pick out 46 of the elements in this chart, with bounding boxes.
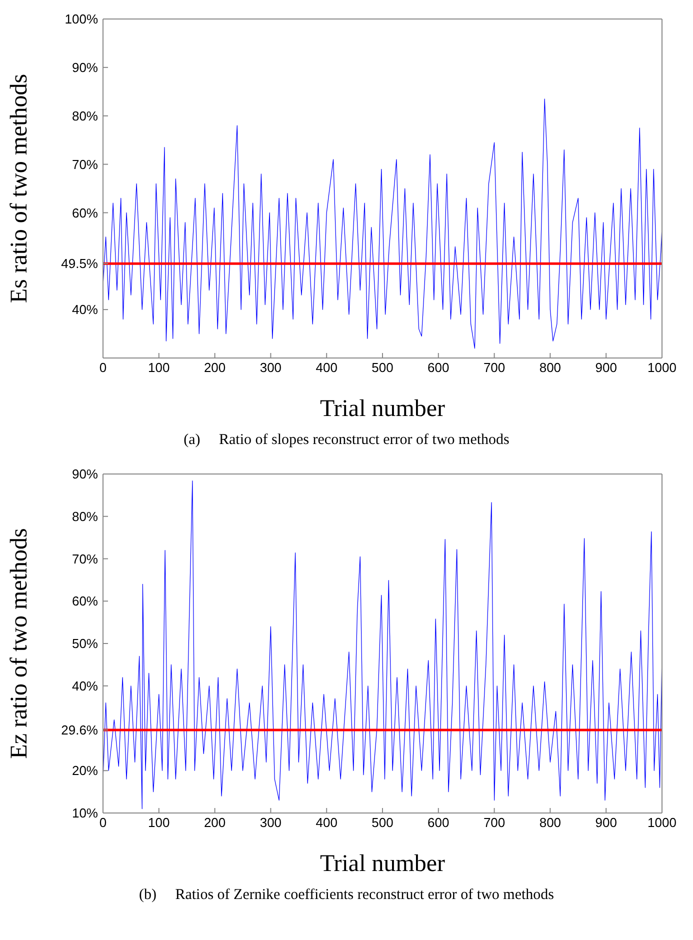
- y-tick-label: 49.5%: [61, 256, 98, 272]
- x-axis-title: Trial number: [320, 851, 446, 877]
- y-tick-label: 90%: [72, 60, 98, 76]
- y-tick-label: 60%: [72, 205, 98, 220]
- x-tick-label: 300: [260, 815, 282, 830]
- y-tick-label: 90%: [72, 466, 98, 482]
- x-tick-label: 300: [260, 360, 282, 376]
- x-tick-label: 1000: [648, 360, 676, 376]
- x-tick-label: 0: [99, 815, 107, 830]
- x-tick-label: 900: [595, 360, 617, 376]
- y-tick-label: 20%: [72, 763, 98, 778]
- y-tick-label: 100%: [64, 12, 98, 27]
- text: (a) Ratio of slopes reconstruct error of two methods: [182, 432, 510, 449]
- y-axis-title: Es ratio of two methods: [6, 74, 33, 304]
- x-tick-label: 200: [204, 360, 226, 376]
- x-tick-label: 0: [99, 360, 107, 376]
- y-tick-label: 40%: [72, 302, 98, 318]
- x-tick-label: 500: [372, 815, 394, 830]
- x-tick-label: 800: [539, 360, 562, 376]
- x-tick-label: 1000: [648, 815, 676, 830]
- x-tick-label: 100: [148, 815, 170, 830]
- x-tick-label: 900: [595, 815, 617, 830]
- y-axis-title: Ez ratio of two methods: [6, 528, 33, 759]
- y-tick-label: 70%: [72, 156, 98, 172]
- x-tick-label: 500: [372, 360, 394, 376]
- x-tick-label: 100: [148, 360, 170, 376]
- x-tick-label: 200: [204, 815, 226, 830]
- y-tick-label: 80%: [72, 508, 98, 524]
- x-tick-label: 700: [483, 815, 506, 830]
- y-tick-label: 80%: [72, 108, 98, 124]
- y-tick-label: 29.6%: [61, 722, 98, 738]
- x-tick-label: 400: [316, 815, 338, 830]
- x-tick-label: 700: [483, 360, 506, 376]
- x-tick-label: 600: [428, 815, 450, 830]
- y-tick-label: 40%: [72, 678, 98, 694]
- line-series: [103, 480, 662, 810]
- x-tick-label: 800: [539, 815, 562, 830]
- line-series: [103, 98, 662, 349]
- y-tick-label: 70%: [72, 551, 98, 566]
- y-tick-label: 50%: [72, 636, 98, 652]
- x-axis-title: Trial number: [320, 396, 446, 422]
- x-tick-label: 600: [428, 360, 450, 376]
- y-tick-label: 60%: [72, 594, 98, 609]
- x-tick-label: 400: [316, 360, 338, 376]
- text: (b) Ratios of Zernike coefficients reconstruct error of two methods: [138, 887, 555, 904]
- y-tick-label: 10%: [72, 806, 98, 821]
